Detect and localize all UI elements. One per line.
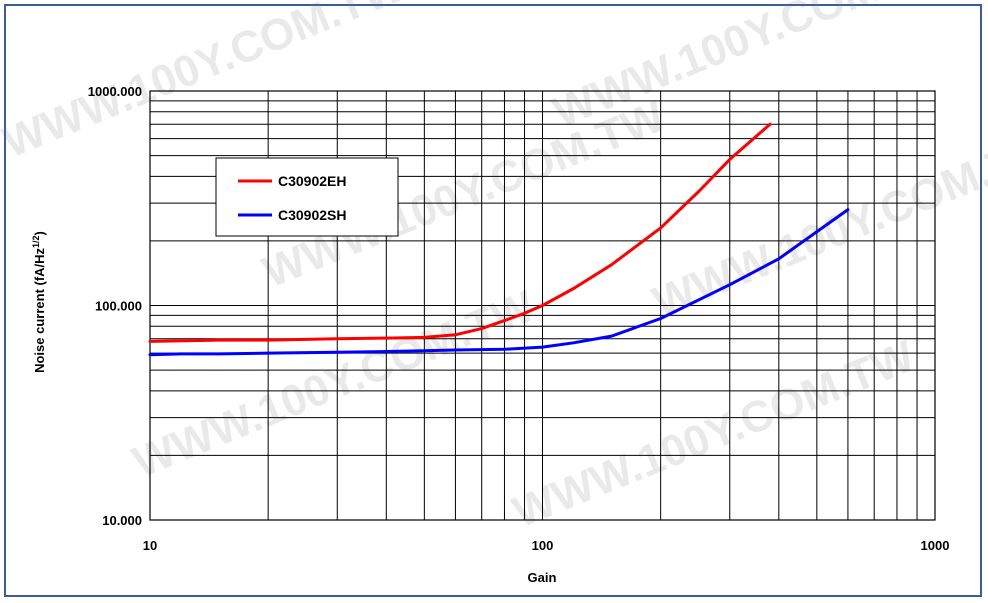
legend: C30902EH C30902SH bbox=[215, 157, 399, 237]
plot-area bbox=[149, 90, 936, 521]
y-axis-title-close: ) bbox=[32, 231, 47, 235]
legend-label-c30902sh: C30902SH bbox=[278, 207, 347, 223]
y-tick-label: 10.000 bbox=[102, 513, 142, 528]
y-tick-label: 1000.000 bbox=[88, 84, 142, 99]
x-tick-label: 10 bbox=[143, 538, 157, 553]
axis-tick-labels: 10 100 1000 10.000 100.000 1000.000 bbox=[88, 84, 950, 553]
legend-box bbox=[215, 157, 399, 237]
y-axis-title: Noise current (fA/Hz1/2) bbox=[31, 231, 47, 373]
x-axis-title: Gain bbox=[528, 570, 557, 585]
x-tick-label: 1000 bbox=[921, 538, 950, 553]
series-line-c30902eh bbox=[148, 122, 772, 343]
x-tick-label: 100 bbox=[532, 538, 554, 553]
series-line-c30902sh bbox=[148, 208, 850, 357]
y-axis-title-main: Noise current (fA/Hz bbox=[32, 247, 47, 372]
grid bbox=[150, 91, 935, 520]
series-group bbox=[148, 122, 850, 357]
chart-frame bbox=[4, 4, 982, 597]
y-axis-title-sup: 1/2 bbox=[31, 235, 41, 248]
legend-label-c30902eh: C30902EH bbox=[278, 173, 347, 189]
y-tick-label: 100.000 bbox=[95, 299, 142, 314]
